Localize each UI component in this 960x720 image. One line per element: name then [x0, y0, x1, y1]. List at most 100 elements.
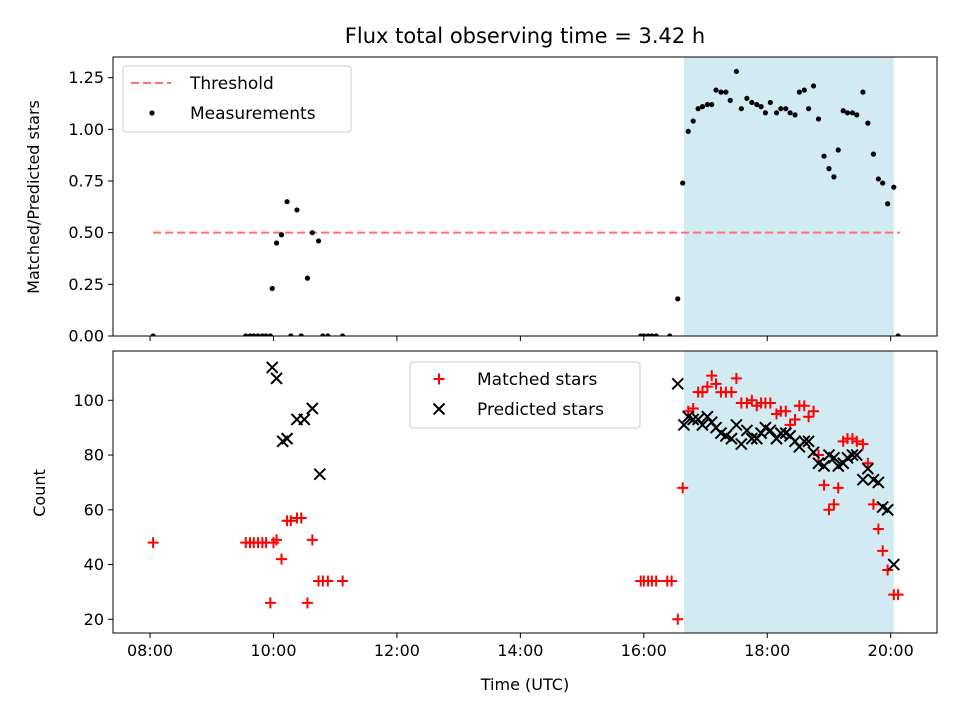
data-point [801, 87, 807, 93]
data-point [803, 411, 815, 423]
data-point [870, 151, 877, 157]
data-point [306, 534, 318, 546]
data-point [271, 534, 283, 546]
data-point [764, 424, 777, 437]
data-point [666, 575, 678, 587]
data-point [340, 333, 346, 336]
legend: Threshold Measurements [122, 65, 352, 133]
y-tick-label: 100 [73, 391, 104, 410]
data-point [718, 89, 724, 95]
data-point [649, 333, 655, 336]
data-point [243, 333, 249, 336]
data-point [872, 476, 885, 489]
data-point [320, 333, 326, 336]
data-point [251, 333, 257, 336]
data-point [730, 372, 742, 384]
legend: Matched stars Predicted stars [409, 361, 641, 429]
data-point [313, 467, 326, 481]
legend-label: Measurements [190, 104, 316, 124]
data-point [267, 333, 273, 336]
legend-entry: Matched stars [433, 370, 597, 390]
data-point [844, 110, 851, 116]
data-point [733, 68, 740, 75]
data-point [812, 449, 824, 461]
x-tick-label: 14:00 [497, 641, 543, 660]
data-point [696, 386, 708, 398]
data-point [337, 575, 349, 587]
data-point [264, 597, 276, 609]
data-point [325, 333, 331, 336]
x-axis-label: Time (UTC) [480, 675, 569, 694]
data-point [877, 545, 889, 557]
data-point [875, 176, 881, 182]
data-point [740, 424, 754, 437]
chart-title: Flux total observing time = 3.42 h [345, 24, 705, 48]
data-point [773, 110, 780, 116]
data-point [754, 101, 760, 108]
data-point [709, 101, 715, 108]
data-point [738, 106, 744, 112]
legend-box [122, 65, 352, 133]
data-point [860, 89, 866, 95]
data-point [872, 523, 884, 535]
y-tick-label: 0.50 [68, 223, 104, 242]
data-point [695, 106, 701, 112]
data-point [266, 361, 279, 374]
data-point [854, 112, 860, 118]
y-tick-label: 20 [84, 610, 104, 629]
data-point [304, 275, 311, 281]
data-point [783, 106, 789, 112]
data-point [806, 106, 812, 112]
data-point [828, 498, 840, 510]
legend-entry: Predicted stars [432, 400, 604, 420]
data-point [826, 166, 832, 172]
data-point [699, 104, 706, 110]
data-point [269, 285, 275, 292]
data-point [749, 99, 755, 106]
x-tick-label: 18:00 [744, 641, 790, 660]
data-point [322, 575, 334, 587]
bottom-panel-star-count: 20 40 60 80 100 08:00 10:00 12:00 14:00 16:00 18:0… [73, 350, 938, 660]
x-tick-label: 12:00 [374, 641, 420, 660]
data-point [278, 232, 285, 238]
data-point [701, 381, 713, 393]
data-point [301, 597, 313, 609]
data-point [780, 405, 792, 417]
data-point [892, 589, 904, 601]
data-point [832, 482, 844, 494]
data-point [758, 104, 764, 110]
x-tick-label: 16:00 [621, 641, 667, 660]
legend-handle-dot [149, 110, 155, 116]
data-point [298, 413, 311, 426]
data-point [798, 400, 810, 412]
data-point [846, 448, 859, 462]
plot-area [150, 68, 901, 336]
data-point [667, 333, 673, 336]
data-point [273, 240, 280, 246]
legend-handle-x [432, 402, 446, 416]
data-point [147, 537, 159, 549]
data-point [723, 89, 729, 95]
data-point [881, 503, 894, 517]
data-point [778, 106, 784, 112]
y-tick-label: 60 [84, 500, 104, 519]
data-point [827, 451, 841, 464]
series-predicted-stars [266, 361, 901, 571]
series-matched-stars [147, 370, 904, 625]
data-point [685, 128, 691, 134]
legend-handle-plus [433, 373, 445, 385]
data-point [680, 180, 686, 186]
data-point [787, 110, 793, 116]
data-point [671, 377, 684, 391]
data-point [831, 174, 837, 180]
data-point [686, 413, 700, 426]
y-tick-label: 0.00 [68, 327, 104, 346]
data-point [641, 333, 647, 336]
data-point [767, 99, 773, 106]
data-point [280, 432, 294, 445]
data-point [298, 333, 304, 336]
legend-label: Matched stars [477, 370, 597, 390]
plot-area [147, 361, 904, 625]
data-point [821, 153, 827, 159]
